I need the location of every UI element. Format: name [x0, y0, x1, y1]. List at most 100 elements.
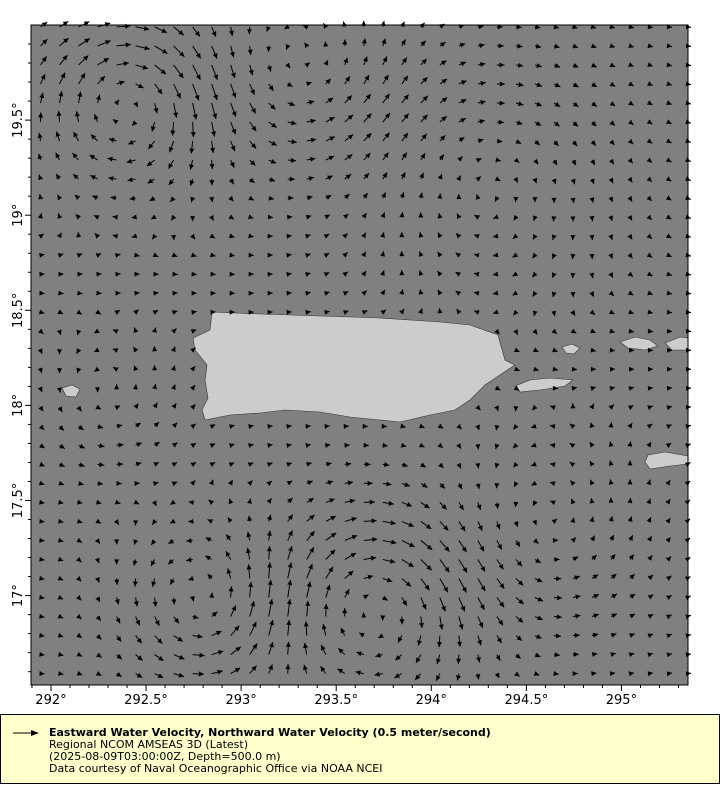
velocity-arrow: [115, 252, 121, 258]
velocity-arrow: [531, 480, 538, 486]
velocity-arrow: [97, 57, 110, 66]
velocity-arrow: [473, 310, 480, 315]
velocity-arrow: [363, 74, 370, 85]
velocity-arrow: [188, 518, 194, 524]
velocity-arrow: [93, 114, 99, 123]
velocity-arrow: [134, 480, 140, 486]
velocity-arrow: [628, 386, 635, 391]
velocity-arrow: [229, 424, 235, 430]
velocity-arrow: [534, 82, 543, 88]
velocity-arrow: [356, 651, 364, 657]
velocity-arrow: [211, 611, 218, 617]
vieques-island-land: [514, 377, 574, 393]
velocity-arrow: [551, 291, 557, 298]
velocity-arrow: [647, 24, 654, 30]
velocity-arrow: [227, 517, 233, 523]
velocity-arrow: [134, 252, 140, 258]
velocity-arrow: [211, 650, 224, 656]
velocity-arrow: [267, 423, 273, 429]
velocity-arrow: [589, 197, 595, 203]
velocity-arrow: [112, 329, 119, 334]
velocity-arrow: [363, 555, 377, 561]
velocity-arrow: [152, 383, 157, 390]
velocity-arrow: [549, 424, 556, 429]
velocity-arrow: [305, 423, 311, 429]
velocity-arrow: [572, 613, 581, 619]
velocity-arrow: [515, 616, 524, 623]
velocity-arrow: [571, 386, 577, 391]
velocity-arrow: [665, 157, 672, 163]
velocity-vectors: [37, 20, 692, 682]
velocity-arrow: [225, 534, 232, 541]
velocity-arrow: [382, 56, 388, 66]
velocity-arrow: [477, 578, 486, 592]
velocity-arrow: [380, 309, 387, 315]
velocity-arrow: [306, 137, 317, 143]
velocity-arrow: [532, 290, 538, 297]
velocity-arrow: [39, 632, 45, 638]
velocity-arrow: [210, 290, 216, 296]
velocity-arrow: [475, 444, 481, 450]
velocity-arrow: [59, 462, 65, 468]
velocity-arrow: [97, 462, 105, 468]
velocity-arrow: [211, 64, 218, 80]
velocity-arrow: [458, 521, 466, 532]
velocity-arrow: [76, 348, 82, 354]
velocity-arrow: [382, 481, 392, 487]
velocity-arrow: [287, 214, 293, 220]
velocity-arrow: [553, 652, 560, 658]
velocity-arrow: [589, 291, 595, 297]
velocity-arrow: [114, 578, 120, 585]
vector-map: 292° 292.5° 293° 293.5° 294° 294.5° 295° 17°17…: [11, 20, 692, 708]
velocity-arrow: [135, 45, 150, 51]
velocity-arrow: [135, 654, 143, 661]
velocity-arrow: [173, 635, 184, 642]
velocity-arrow: [325, 515, 337, 522]
velocity-arrow: [515, 101, 524, 107]
velocity-arrow: [477, 540, 485, 552]
velocity-arrow: [323, 59, 329, 66]
velocity-arrow: [628, 43, 634, 49]
velocity-arrow: [458, 502, 464, 511]
velocity-arrow: [572, 140, 578, 147]
velocity-arrow: [435, 673, 441, 682]
velocity-arrow: [287, 176, 295, 182]
velocity-arrow: [515, 82, 524, 87]
velocity-arrow: [112, 366, 119, 372]
velocity-arrow: [78, 21, 90, 28]
velocity-arrow: [267, 214, 273, 220]
velocity-arrow: [38, 194, 44, 200]
velocity-arrow: [530, 442, 537, 448]
velocity-arrow: [266, 462, 273, 468]
velocity-arrow: [190, 461, 197, 468]
velocity-arrow: [608, 309, 615, 315]
velocity-arrow: [305, 214, 312, 220]
velocity-arrow: [439, 578, 449, 593]
velocity-arrow: [171, 310, 178, 315]
velocity-arrow: [168, 178, 175, 186]
velocity-arrow: [362, 594, 369, 600]
velocity-arrow: [57, 253, 64, 258]
velocity-arrow: [38, 328, 44, 335]
velocity-arrow: [399, 192, 405, 199]
velocity-arrow: [363, 480, 373, 486]
velocity-arrow: [530, 423, 537, 429]
velocity-arrow: [325, 175, 333, 181]
velocity-arrow: [57, 632, 64, 638]
velocity-arrow: [590, 43, 597, 49]
velocity-arrow: [418, 616, 424, 629]
velocity-arrow: [363, 172, 370, 180]
velocity-arrow: [439, 78, 448, 85]
velocity-arrow: [268, 641, 274, 655]
velocity-arrow: [39, 92, 45, 104]
velocity-arrow: [189, 178, 195, 186]
velocity-arrow: [439, 559, 450, 573]
velocity-arrow: [494, 328, 500, 335]
velocity-arrow: [344, 461, 352, 467]
velocity-arrow: [95, 671, 102, 677]
velocity-arrow: [666, 652, 673, 658]
velocity-arrow: [192, 633, 203, 639]
velocity-arrow: [152, 252, 159, 258]
velocity-arrow: [437, 289, 443, 296]
velocity-arrow: [267, 579, 273, 598]
